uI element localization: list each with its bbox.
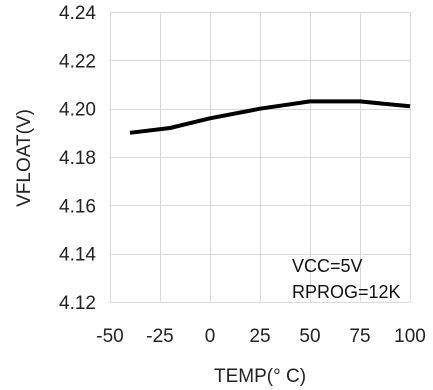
y-axis-title: VFLOAT(V)	[14, 109, 35, 207]
x-tick-label: 100	[394, 326, 426, 347]
x-tick-label: 50	[299, 326, 320, 347]
y-tick-label: 4.18	[59, 148, 96, 169]
x-axis-title: TEMP(° C)	[214, 366, 306, 387]
y-gridlines	[110, 12, 410, 303]
series-layer	[129, 99, 411, 135]
x-tick-labels: -50 -25 0 25 50 75 100	[96, 326, 426, 347]
y-tick-labels: 4.12 4.14 4.16 4.18 4.20 4.22 4.24	[59, 3, 96, 314]
x-tick-label: 75	[349, 326, 370, 347]
y-tick-label: 4.22	[59, 51, 96, 72]
y-tick-label: 4.14	[59, 245, 96, 266]
x-tick-label: 0	[205, 326, 216, 347]
y-tick-label: 4.16	[59, 196, 96, 217]
y-tick-label: 4.24	[59, 3, 96, 24]
series-line	[129, 99, 411, 135]
x-tick-label: 25	[249, 326, 270, 347]
x-tick-label: -25	[146, 326, 173, 347]
y-tick-label: 4.20	[59, 100, 96, 121]
annotation-vcc: VCC=5V	[292, 256, 363, 276]
x-tick-label: -50	[96, 326, 123, 347]
y-tick-label: 4.12	[59, 293, 96, 314]
annotation-rprog: RPROG=12K	[292, 282, 401, 302]
